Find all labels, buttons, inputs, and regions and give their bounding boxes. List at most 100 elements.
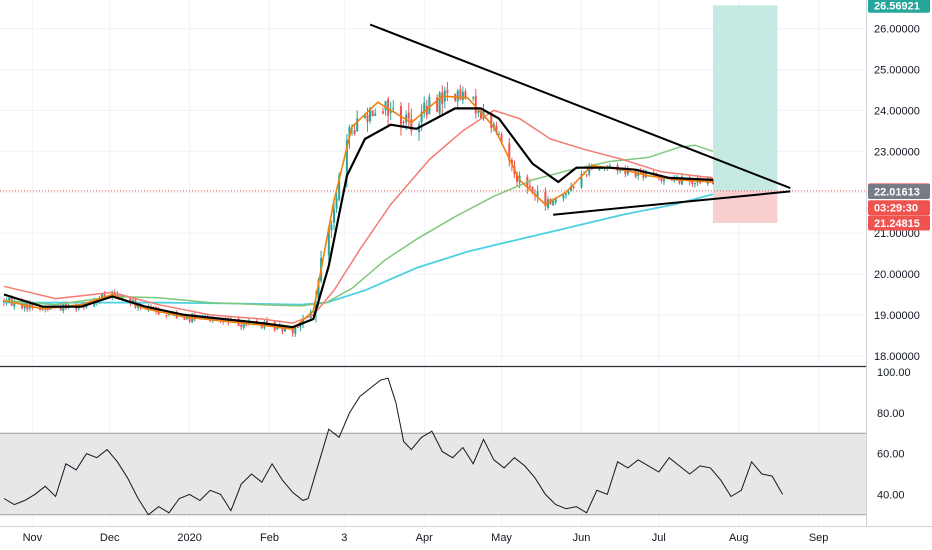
trendline-lower xyxy=(553,190,791,216)
candle-body xyxy=(693,183,696,185)
candle-body xyxy=(598,168,601,170)
candle-body xyxy=(240,325,243,327)
rsi-tick-label: 100.00 xyxy=(877,367,911,379)
candle-body xyxy=(474,95,477,114)
candle-body xyxy=(59,307,62,311)
time-tick-label: Jul xyxy=(652,532,666,544)
candle-body xyxy=(619,170,622,172)
candle-body xyxy=(472,96,475,99)
candle-body xyxy=(660,177,663,181)
candle-body xyxy=(562,194,565,199)
candle-body xyxy=(116,294,119,296)
candle-body xyxy=(392,107,395,109)
candle-body xyxy=(516,173,519,182)
candle-body xyxy=(302,318,305,325)
candle-body xyxy=(330,224,333,231)
candle-body xyxy=(423,102,426,114)
time-tick-label: Feb xyxy=(260,532,279,544)
candle-body xyxy=(565,194,568,196)
candle-body xyxy=(402,121,405,123)
candle-body xyxy=(294,327,297,334)
candle-body xyxy=(567,191,570,194)
candle-body xyxy=(265,320,268,323)
candle-body xyxy=(436,97,439,112)
price-tag-label: 21.24815 xyxy=(874,218,920,230)
ma200-line xyxy=(4,193,714,306)
rsi-tick-label: 40.00 xyxy=(877,489,905,501)
price-tag xyxy=(868,0,930,13)
candle-body xyxy=(332,208,335,223)
candle-body xyxy=(400,106,403,125)
price-tag-label: 03:29:30 xyxy=(874,203,918,215)
candle-body xyxy=(296,327,299,329)
candle-body xyxy=(188,318,191,322)
candle-body xyxy=(242,323,245,328)
candle-body xyxy=(438,92,441,114)
candle-body xyxy=(186,317,189,320)
candle-body xyxy=(381,111,384,114)
price-axis-background xyxy=(867,0,932,526)
price-tick-label: 25.00000 xyxy=(874,64,920,76)
candle-body xyxy=(374,113,377,116)
candle-body xyxy=(572,186,575,188)
candle-body xyxy=(384,101,387,111)
time-tick-label: Apr xyxy=(416,532,433,544)
ma10-line xyxy=(3,95,713,330)
time-tick-label: Dec xyxy=(100,532,120,544)
candle-body xyxy=(183,317,186,320)
candle-body xyxy=(103,294,106,298)
candle-body xyxy=(552,200,555,205)
candle-body xyxy=(309,311,312,319)
candle-body xyxy=(387,99,390,116)
frame-layer xyxy=(0,0,932,527)
candle-body xyxy=(46,308,49,310)
rsi-tick-label: 60.00 xyxy=(877,449,905,461)
time-tick-label: Aug xyxy=(729,532,749,544)
candle-body xyxy=(441,92,444,104)
candle-body xyxy=(260,325,263,328)
candle-body xyxy=(100,294,103,298)
candle-body xyxy=(245,324,248,326)
axis-labels-layer: 18.0000019.0000020.0000021.0000022.00000… xyxy=(23,0,932,544)
time-tick-label: May xyxy=(491,532,512,544)
candle-body xyxy=(371,110,374,117)
candle-body xyxy=(479,111,482,118)
price-tag-label: 22.01613 xyxy=(874,187,920,199)
ma100-line xyxy=(3,144,714,307)
candle-body xyxy=(428,96,431,115)
ma50-line xyxy=(3,109,713,324)
candle-body xyxy=(407,112,410,119)
profit-target-zone xyxy=(712,5,778,191)
candle-body xyxy=(338,175,341,200)
candle-body xyxy=(366,114,369,122)
time-tick-label: Jun xyxy=(573,532,591,544)
candle-body xyxy=(247,321,250,325)
candle-body xyxy=(531,186,534,194)
time-tick-label: 3 xyxy=(341,532,347,544)
candle-body xyxy=(299,323,302,328)
candle-body xyxy=(410,118,413,132)
price-tag xyxy=(868,200,930,216)
candle-body xyxy=(8,297,11,302)
moving-average-layer xyxy=(3,95,714,330)
candle-body xyxy=(456,90,459,102)
candle-body xyxy=(291,329,294,334)
candle-body xyxy=(420,111,423,123)
price-tick-label: 23.00000 xyxy=(874,146,920,158)
candle-body xyxy=(495,125,498,133)
price-tick-label: 18.00000 xyxy=(874,351,920,363)
candle-body xyxy=(165,314,168,316)
candle-body xyxy=(624,168,627,174)
price-tick-label: 24.00000 xyxy=(874,105,920,117)
rsi-line-layer xyxy=(3,377,784,516)
price-tag xyxy=(868,184,930,200)
candle-body xyxy=(536,190,539,197)
candle-body xyxy=(497,134,500,136)
candle-body xyxy=(554,198,557,203)
time-tick-label: Nov xyxy=(23,532,43,544)
trendline-layer xyxy=(369,23,791,216)
candle-body xyxy=(327,227,330,256)
candle-body xyxy=(580,173,583,188)
price-tick-label: 19.00000 xyxy=(874,310,920,322)
